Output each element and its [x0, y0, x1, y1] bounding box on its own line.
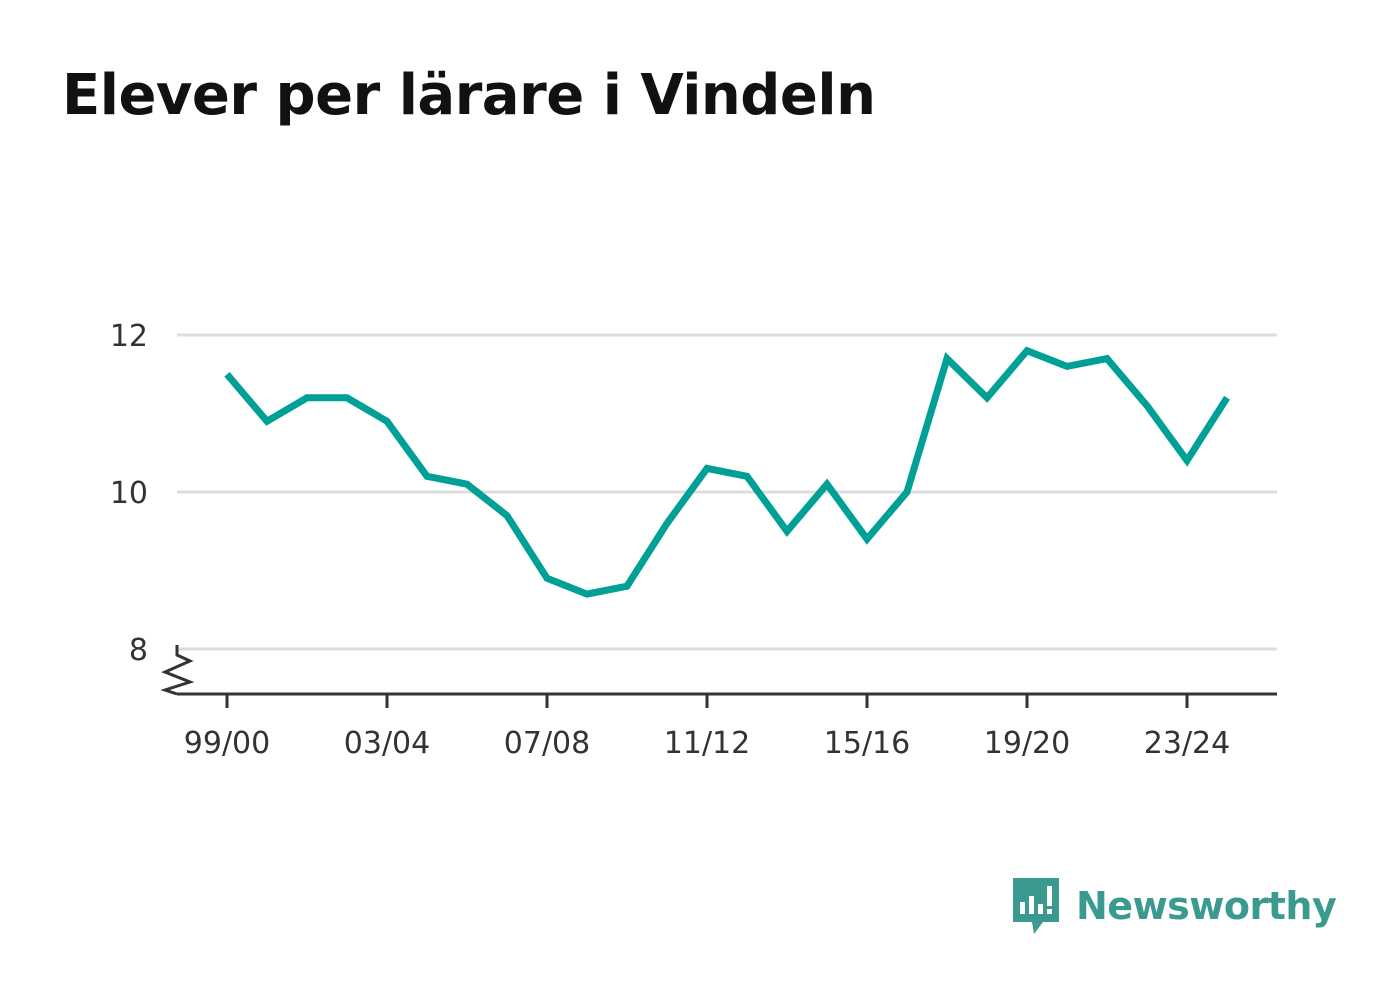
series-line-0: [224, 346, 1230, 598]
gridlines: [177, 333, 1277, 651]
newsworthy-logo-icon: [1013, 878, 1059, 934]
x-tick-label: 07/08: [504, 726, 590, 761]
x-tick-label: 11/12: [664, 726, 750, 761]
series: [224, 346, 1230, 598]
x-tick-label: 99/00: [184, 726, 270, 761]
brand-name: Newsworthy: [1076, 884, 1337, 928]
chart-title: Elever per lärare i Vindeln: [62, 63, 876, 128]
tick-labels: 8 10 12 99/00 03/04 07/08 11/12 15/16 19/20 23/24: [110, 319, 1230, 761]
x-tick-label: 19/20: [984, 726, 1070, 761]
axes: [160, 645, 1277, 708]
x-tick-label: 23/24: [1144, 726, 1230, 761]
y-tick-label: 8: [129, 633, 148, 668]
y-tick-label: 10: [110, 476, 148, 511]
x-tick-label: 15/16: [824, 726, 910, 761]
brand-logo: Newsworthy: [1010, 876, 1337, 936]
y-axis-break-icon: [160, 645, 195, 696]
y-tick-label: 12: [110, 319, 148, 354]
x-tick-label: 03/04: [344, 726, 430, 761]
